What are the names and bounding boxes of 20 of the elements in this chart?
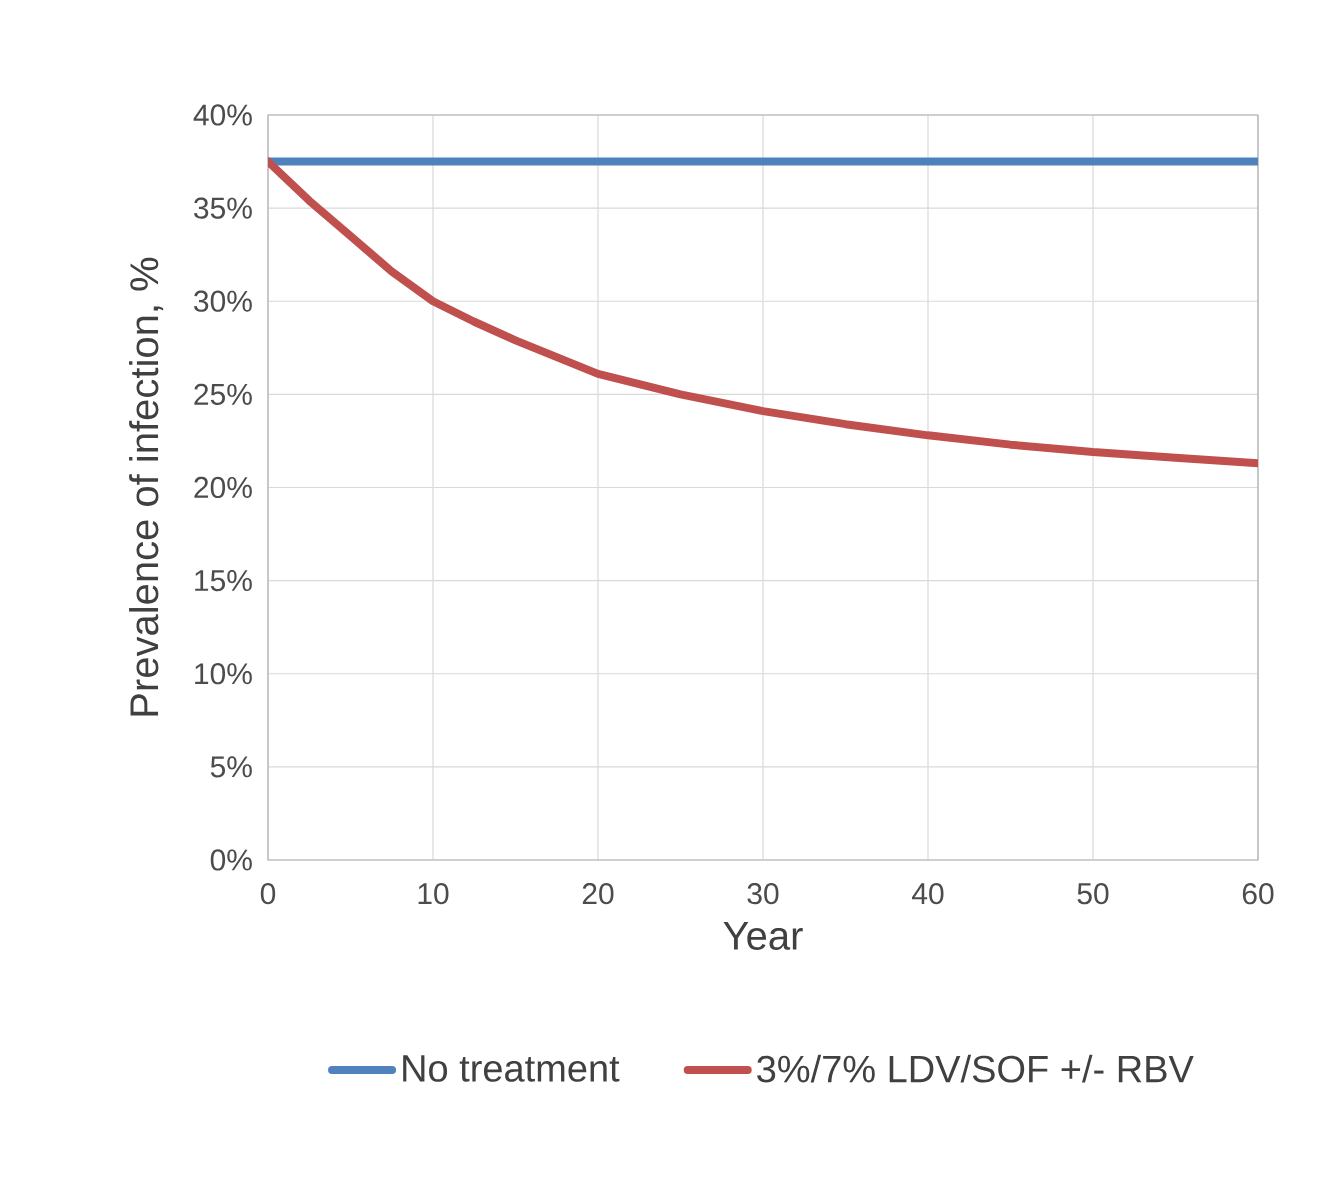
y-tick-label: 0% (210, 849, 252, 871)
x-axis-title: Year (723, 922, 803, 950)
y-tick-label: 25% (194, 383, 252, 405)
y-tick-label: 15% (195, 570, 252, 592)
legend-label: No treatment (403, 1055, 620, 1082)
x-tick-label: 40 (912, 883, 944, 905)
x-tick-label: 0 (260, 883, 276, 905)
legend-label: 3%/7% LDV/SOF +/- RBV (757, 1054, 1194, 1083)
y-tick-label: 20% (194, 476, 252, 499)
x-tick-label: 30 (747, 883, 779, 905)
x-tick-label: 60 (1242, 883, 1274, 905)
x-tick-label: 10 (418, 883, 449, 905)
y-tick-label: 10% (195, 663, 252, 685)
x-tick-label: 20 (582, 883, 614, 905)
y-tick-label: 40% (193, 104, 252, 126)
y-tick-label: 30% (194, 290, 252, 312)
y-tick-label: 5% (210, 756, 252, 778)
y-tick-label: 35% (194, 197, 252, 219)
x-tick-label: 50 (1077, 883, 1109, 905)
y-axis-title: Prevalence of infection, % (129, 257, 164, 716)
